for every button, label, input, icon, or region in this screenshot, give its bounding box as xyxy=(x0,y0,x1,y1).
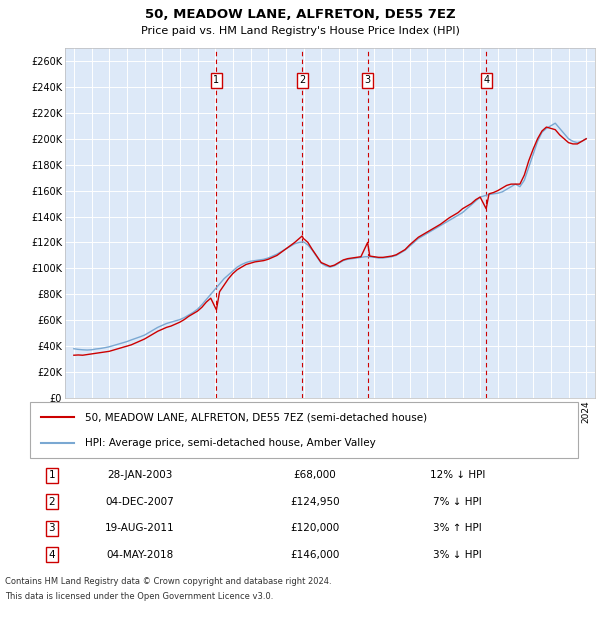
Text: 3% ↓ HPI: 3% ↓ HPI xyxy=(433,550,482,560)
Text: 28-JAN-2003: 28-JAN-2003 xyxy=(107,470,172,480)
Text: £68,000: £68,000 xyxy=(293,470,337,480)
Text: 2: 2 xyxy=(299,76,305,86)
Text: 12% ↓ HPI: 12% ↓ HPI xyxy=(430,470,485,480)
Text: 1: 1 xyxy=(214,76,220,86)
Text: 1: 1 xyxy=(49,470,55,480)
Text: 3: 3 xyxy=(365,76,371,86)
Text: £120,000: £120,000 xyxy=(290,523,340,533)
Text: Contains HM Land Registry data © Crown copyright and database right 2024.: Contains HM Land Registry data © Crown c… xyxy=(5,577,332,586)
Text: 3: 3 xyxy=(49,523,55,533)
Text: 2: 2 xyxy=(49,497,55,507)
Text: 50, MEADOW LANE, ALFRETON, DE55 7EZ: 50, MEADOW LANE, ALFRETON, DE55 7EZ xyxy=(145,8,455,21)
Text: 4: 4 xyxy=(49,550,55,560)
Text: £146,000: £146,000 xyxy=(290,550,340,560)
Text: 04-MAY-2018: 04-MAY-2018 xyxy=(106,550,173,560)
Text: 7% ↓ HPI: 7% ↓ HPI xyxy=(433,497,482,507)
FancyBboxPatch shape xyxy=(30,402,578,458)
Text: 04-DEC-2007: 04-DEC-2007 xyxy=(105,497,174,507)
Text: £124,950: £124,950 xyxy=(290,497,340,507)
Text: 19-AUG-2011: 19-AUG-2011 xyxy=(105,523,175,533)
Text: 4: 4 xyxy=(483,76,489,86)
Text: HPI: Average price, semi-detached house, Amber Valley: HPI: Average price, semi-detached house,… xyxy=(85,438,376,448)
Text: 3% ↑ HPI: 3% ↑ HPI xyxy=(433,523,482,533)
Text: Price paid vs. HM Land Registry's House Price Index (HPI): Price paid vs. HM Land Registry's House … xyxy=(140,26,460,36)
Text: This data is licensed under the Open Government Licence v3.0.: This data is licensed under the Open Gov… xyxy=(5,592,274,601)
Text: 50, MEADOW LANE, ALFRETON, DE55 7EZ (semi-detached house): 50, MEADOW LANE, ALFRETON, DE55 7EZ (sem… xyxy=(85,412,427,422)
